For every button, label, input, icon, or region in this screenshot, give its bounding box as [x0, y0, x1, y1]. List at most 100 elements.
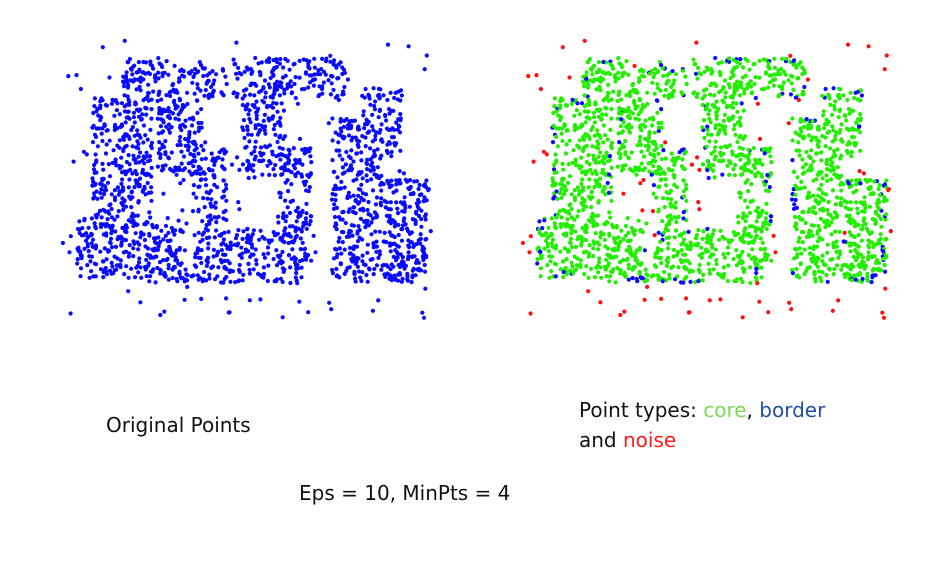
typed-core-point — [729, 70, 735, 75]
typed-core-point — [558, 249, 563, 254]
typed-noise-point — [740, 315, 745, 320]
original-point-point — [202, 205, 207, 210]
typed-border-point — [754, 266, 759, 271]
typed-core-point — [800, 65, 805, 70]
original-point-point — [98, 190, 103, 196]
original-point-point — [118, 262, 123, 267]
original-point-point — [358, 275, 363, 280]
original-point-point — [99, 131, 104, 136]
original-point-point — [236, 200, 241, 205]
original-point-point — [143, 244, 148, 249]
legend-border: border — [759, 398, 826, 422]
typed-core-point — [867, 204, 873, 209]
original-point-point — [109, 206, 114, 212]
typed-core-point — [543, 238, 549, 243]
typed-border-point — [790, 271, 796, 276]
typed-core-point — [721, 118, 726, 123]
original-point-point — [271, 167, 276, 172]
typed-core-point — [560, 259, 566, 264]
original-point-point — [103, 184, 108, 189]
typed-border-point — [881, 249, 886, 254]
original-point-point — [389, 278, 394, 283]
typed-core-point — [717, 158, 722, 163]
typed-core-point — [594, 87, 599, 92]
original-point-point — [297, 58, 302, 64]
typed-core-point — [709, 151, 714, 156]
typed-core-point — [619, 228, 624, 233]
typed-noise-point — [755, 281, 760, 286]
original-point-point — [219, 148, 224, 153]
typed-core-point — [560, 98, 565, 103]
typed-core-point — [804, 268, 809, 274]
typed-core-point — [589, 205, 594, 210]
typed-core-point — [743, 198, 748, 203]
typed-noise-point — [622, 309, 627, 314]
typed-border-point — [720, 172, 725, 177]
typed-core-point — [825, 161, 830, 167]
original-point-point — [157, 89, 162, 94]
typed-core-point — [781, 69, 787, 74]
typed-core-point — [581, 137, 587, 142]
original-point-point — [333, 95, 338, 100]
typed-core-point — [601, 154, 606, 159]
typed-border-point — [768, 214, 773, 219]
typed-core-point — [603, 244, 608, 249]
original-point-point — [399, 93, 404, 98]
original-point-point — [148, 127, 153, 132]
typed-core-point — [611, 225, 616, 230]
typed-core-point — [607, 231, 612, 237]
typed-core-point — [657, 125, 662, 130]
original-point-point — [226, 310, 231, 315]
original-point-point — [92, 162, 97, 168]
typed-core-point — [546, 225, 551, 230]
original-point-point — [85, 263, 90, 268]
typed-core-point — [623, 273, 628, 278]
original-point-point — [402, 195, 407, 200]
typed-core-point — [576, 209, 581, 214]
original-point-point — [166, 230, 171, 235]
original-point-point — [304, 226, 309, 231]
typed-core-point — [719, 60, 724, 65]
typed-core-point — [647, 71, 653, 76]
typed-core-point — [626, 266, 631, 271]
original-point-point — [261, 265, 266, 270]
original-point-point — [362, 126, 367, 131]
original-point-point — [109, 228, 114, 233]
original-point-point — [300, 258, 305, 263]
typed-core-point — [753, 157, 758, 162]
typed-border-point — [790, 158, 795, 163]
original-point-point — [373, 202, 379, 207]
typed-core-point — [794, 266, 799, 272]
original-point-point — [367, 267, 372, 272]
original-point-point — [131, 110, 137, 115]
typed-noise-point — [541, 149, 547, 154]
typed-noise-point — [684, 296, 689, 301]
typed-border-point — [579, 101, 585, 106]
typed-core-point — [874, 209, 879, 214]
typed-core-point — [582, 84, 587, 89]
typed-border-point — [882, 182, 888, 187]
typed-core-point — [659, 120, 664, 126]
typed-core-point — [573, 98, 578, 103]
original-point-point — [406, 254, 411, 259]
typed-core-point — [834, 249, 839, 254]
typed-border-point — [823, 86, 828, 92]
typed-core-point — [702, 135, 707, 140]
original-point-point — [388, 200, 393, 205]
typed-core-point — [551, 123, 556, 128]
original-point-point — [174, 172, 179, 177]
typed-core-point — [634, 172, 639, 177]
original-point-point — [353, 279, 358, 284]
original-point-point — [215, 249, 221, 254]
original-point-point — [334, 274, 339, 279]
typed-core-point — [781, 80, 787, 85]
original-point-point — [167, 90, 172, 95]
original-point-point — [340, 157, 345, 162]
original-point-point — [156, 56, 161, 61]
original-point-point — [303, 71, 309, 76]
typed-core-point — [741, 211, 746, 216]
original-point-point — [93, 274, 98, 279]
original-point-point — [212, 175, 217, 180]
typed-noise-point — [883, 286, 888, 291]
typed-core-point — [748, 265, 753, 270]
